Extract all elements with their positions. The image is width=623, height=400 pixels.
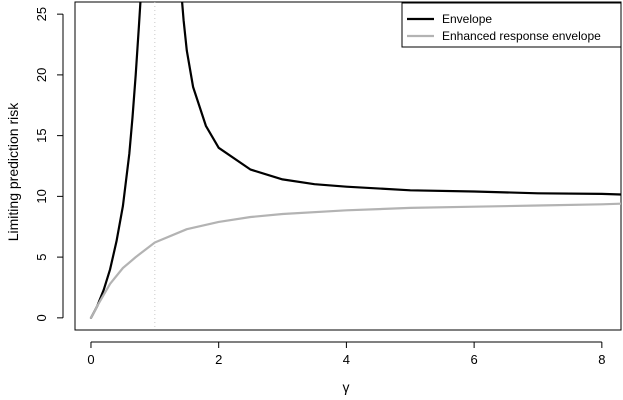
y-tick-label-15: 15 xyxy=(34,128,49,142)
y-tick-label-5: 5 xyxy=(34,253,49,260)
series-layer xyxy=(89,2,621,319)
x-axis: 0 2 4 6 8 xyxy=(87,341,605,367)
legend: Envelope Enhanced response envelope xyxy=(401,2,622,48)
x-tick-label-4: 4 xyxy=(343,352,350,367)
plot-border xyxy=(74,1,622,331)
y-tick-label-20: 20 xyxy=(34,68,49,82)
y-axis-title: Limiting prediction risk xyxy=(5,102,21,241)
y-tick-label-25: 25 xyxy=(34,7,49,21)
legend-label-envelope: Envelope xyxy=(442,12,492,26)
series-line-0-segment-0 xyxy=(89,2,142,319)
legend-label-enhanced: Enhanced response envelope xyxy=(442,29,601,43)
x-tick-label-6: 6 xyxy=(471,352,478,367)
x-tick-label-8: 8 xyxy=(598,352,605,367)
y-axis: 0 5 10 15 20 25 xyxy=(34,7,64,321)
plot-area xyxy=(74,1,622,331)
series-line-1-segment-0 xyxy=(89,202,621,319)
legend-box xyxy=(401,2,622,48)
x-axis-title: γ xyxy=(343,379,350,395)
y-tick-label-0: 0 xyxy=(34,314,49,321)
x-tick-label-0: 0 xyxy=(87,352,94,367)
x-tick-label-2: 2 xyxy=(215,352,222,367)
series-line-0-segment-1 xyxy=(180,2,621,196)
y-tick-label-10: 10 xyxy=(34,189,49,203)
